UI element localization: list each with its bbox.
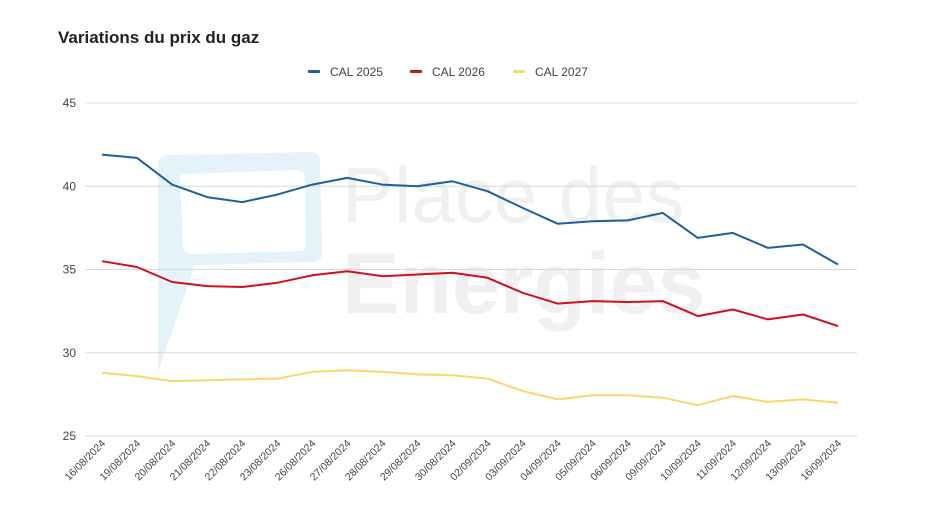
y-tick-label: 25 [63,429,77,443]
series-lines [101,153,839,407]
legend: CAL 2025 CAL 2026 CAL 2027 [308,65,588,79]
series-line-cal-2026 [101,260,839,328]
watermark-bubble-inner [180,170,306,254]
legend-swatch [513,70,525,73]
legend-label: CAL 2026 [432,65,485,79]
legend-swatch [410,70,422,73]
watermark-text-line1: Place des [342,151,685,239]
legend-label: CAL 2027 [535,65,588,79]
legend-swatch [308,70,320,73]
y-tick-label: 40 [63,179,77,193]
x-axis-ticks: 16/08/202419/08/202420/08/202421/08/2024… [62,438,844,484]
series-line-cal-2025 [101,153,839,266]
legend-label: CAL 2025 [330,65,383,79]
series-line-cal-2027 [101,369,839,407]
y-axis-ticks: 25 30 35 40 45 [63,96,77,443]
y-tick-label: 35 [63,263,77,277]
watermark-text-line2: Energies [342,236,705,332]
y-tick-label: 30 [63,346,77,360]
y-tick-label: 45 [63,96,77,110]
chart-title: Variations du prix du gaz [58,28,260,47]
